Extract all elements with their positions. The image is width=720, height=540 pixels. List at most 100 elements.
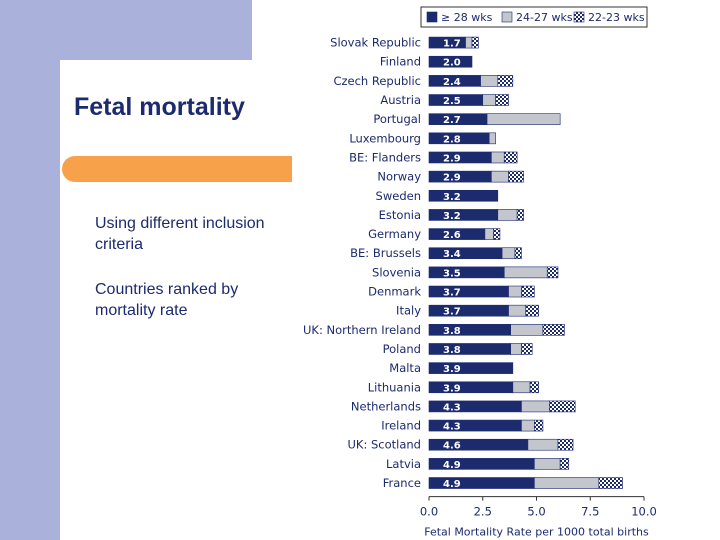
bar-segment: [428, 247, 503, 260]
legend-box: [420, 6, 648, 28]
bar-value-label: 2.4: [443, 77, 461, 88]
bar-segment: [521, 343, 533, 355]
bar-value-label: 3.8: [443, 326, 461, 337]
bar-segment: [428, 285, 509, 298]
bar-segment: [542, 324, 565, 336]
category-label: Luxembourg: [349, 131, 421, 145]
category-label: Austria: [380, 93, 421, 107]
x-tick-label: 0.0: [420, 505, 438, 519]
x-tick-label: 10.0: [631, 505, 657, 519]
x-tick-label: 2.5: [474, 505, 492, 519]
bar-value-label: 4.9: [443, 479, 461, 490]
bar-segment: [471, 36, 479, 49]
bar-segment: [534, 419, 544, 432]
bar-segment: [508, 285, 522, 298]
bar-value-label: 3.5: [443, 268, 461, 279]
bar-segment: [546, 266, 559, 279]
category-label: BE: Brussels: [350, 246, 421, 260]
category-label: Slovenia: [372, 265, 421, 279]
category-label: UK: Scotland: [348, 438, 422, 452]
bar-value-label: 2.9: [443, 173, 461, 184]
bar-segment: [480, 75, 499, 87]
bar-value-label: 3.2: [443, 192, 461, 203]
bar-segment: [510, 343, 522, 355]
bar-value-label: 2.6: [443, 230, 461, 241]
fetal-mortality-chart: 1.7 Slovak Republic 2.0 Finland 2.4 Czech Rep…: [303, 6, 657, 539]
bar-value-label: 3.4: [443, 249, 461, 260]
category-label: Poland: [383, 342, 421, 356]
category-label: Portugal: [373, 112, 421, 126]
bar-segment: [493, 228, 501, 240]
category-label: Denmark: [368, 285, 421, 299]
bar-segment: [428, 381, 514, 394]
category-label: Italy: [396, 304, 421, 318]
legend-swatch: [501, 11, 513, 23]
bar-value-label: 2.5: [443, 96, 461, 107]
bar-value-label: 3.8: [443, 345, 461, 356]
bar-segment: [428, 266, 505, 279]
bar-segment: [525, 304, 539, 317]
legend-label: 24-27 wks: [516, 11, 573, 24]
bar-value-label: 3.7: [443, 307, 461, 318]
bar-segment: [559, 458, 570, 470]
bar-segment: [495, 94, 509, 106]
category-label: Slovak Republic: [330, 36, 421, 50]
bar-segment: [516, 209, 524, 221]
category-label: UK: Northern Ireland: [303, 323, 421, 337]
bar-segment: [512, 381, 531, 394]
bar-segment: [428, 209, 499, 221]
legend-swatch: [573, 11, 585, 23]
category-label: BE: Flanders: [349, 150, 421, 164]
bar-segment: [508, 304, 527, 317]
bar-segment: [484, 228, 494, 240]
category-label: Estonia: [379, 208, 421, 222]
bar-segment: [491, 151, 505, 164]
bar-value-label: 2.0: [443, 58, 461, 69]
bullet-inclusion-criteria: Using different inclusion criteria: [95, 215, 265, 253]
category-label: Finland: [380, 55, 421, 69]
bar-segment: [501, 247, 516, 260]
top-accent-block: [60, 0, 252, 60]
left-accent-bar: [0, 0, 60, 540]
bar-segment: [497, 209, 518, 221]
bar-segment: [508, 170, 524, 183]
x-tick-label: 7.5: [581, 505, 599, 519]
category-label: Ireland: [381, 419, 421, 433]
bar-segment: [482, 94, 496, 106]
bar-segment: [521, 419, 535, 432]
legend-swatch: [426, 11, 438, 23]
category-label: Netherlands: [351, 399, 421, 413]
bar-segment: [557, 438, 574, 451]
bar-segment: [514, 247, 522, 260]
category-label: Sweden: [376, 189, 421, 203]
bar-segment: [428, 362, 514, 374]
bar-segment: [488, 132, 496, 145]
bar-value-label: 4.3: [443, 422, 461, 433]
bar-segment: [497, 75, 514, 87]
bar-segment: [491, 170, 509, 183]
bar-value-label: 3.7: [443, 288, 461, 299]
bar-value-label: 3.9: [443, 364, 461, 375]
orange-accent-bar: [62, 156, 292, 182]
bar-segment: [428, 189, 499, 202]
bar-segment: [486, 113, 561, 125]
bar-segment: [428, 55, 473, 68]
bar-value-label: 4.9: [443, 460, 461, 471]
category-label: France: [383, 476, 421, 490]
bar-value-label: 4.3: [443, 402, 461, 413]
bar-value-label: 2.7: [443, 115, 461, 126]
slide-title: Fetal mortality: [74, 93, 245, 121]
bar-value-label: 4.6: [443, 441, 461, 452]
category-label: Germany: [368, 227, 421, 241]
bar-segment: [598, 477, 623, 489]
bar-value-label: 2.8: [443, 134, 461, 145]
legend-label: 22-23 wks: [588, 11, 645, 24]
legend-label: ≥ 28 wks: [441, 11, 493, 24]
x-tick-label: 5.0: [527, 505, 545, 519]
bar-segment: [465, 36, 473, 49]
category-label: Lithuania: [368, 380, 421, 394]
bar-value-label: 1.7: [443, 39, 461, 50]
bar-segment: [534, 458, 561, 470]
bar-segment: [534, 477, 600, 489]
category-label: Czech Republic: [333, 74, 421, 88]
